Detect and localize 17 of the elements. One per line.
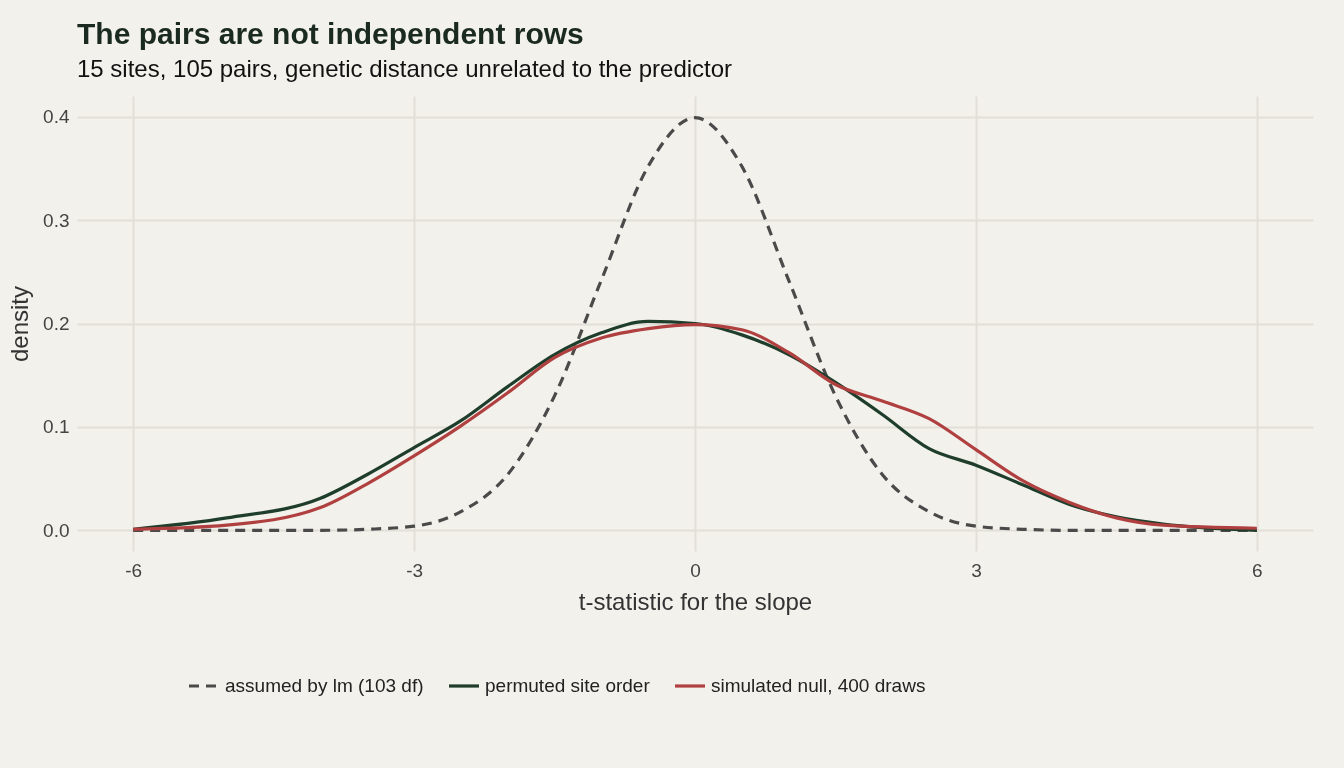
legend-label: permuted site order [485,675,651,696]
chart-subtitle: 15 sites, 105 pairs, genetic distance unrelated to the predictor [77,55,733,82]
y-tick-label: 0.2 [43,313,70,334]
x-tick-label: 6 [1252,559,1263,581]
x-tick-label: 0 [690,559,701,581]
y-tick-label: 0.0 [43,519,70,541]
x-tick-label: 3 [971,559,982,581]
x-axis-title: t-statistic for the slope [578,587,813,615]
legend-label: simulated null, 400 draws [711,675,926,696]
y-tick-label: 0.1 [43,416,70,438]
y-tick-label: 0.3 [43,209,70,231]
chart-title: The pairs are not independent rows [77,17,584,50]
x-tick-label: -6 [125,559,143,581]
x-tick-label: -3 [406,559,424,581]
y-tick-label: 0.4 [43,106,70,128]
y-axis-title: density [6,285,34,363]
legend-label: assumed by lm (103 df) [225,675,424,696]
